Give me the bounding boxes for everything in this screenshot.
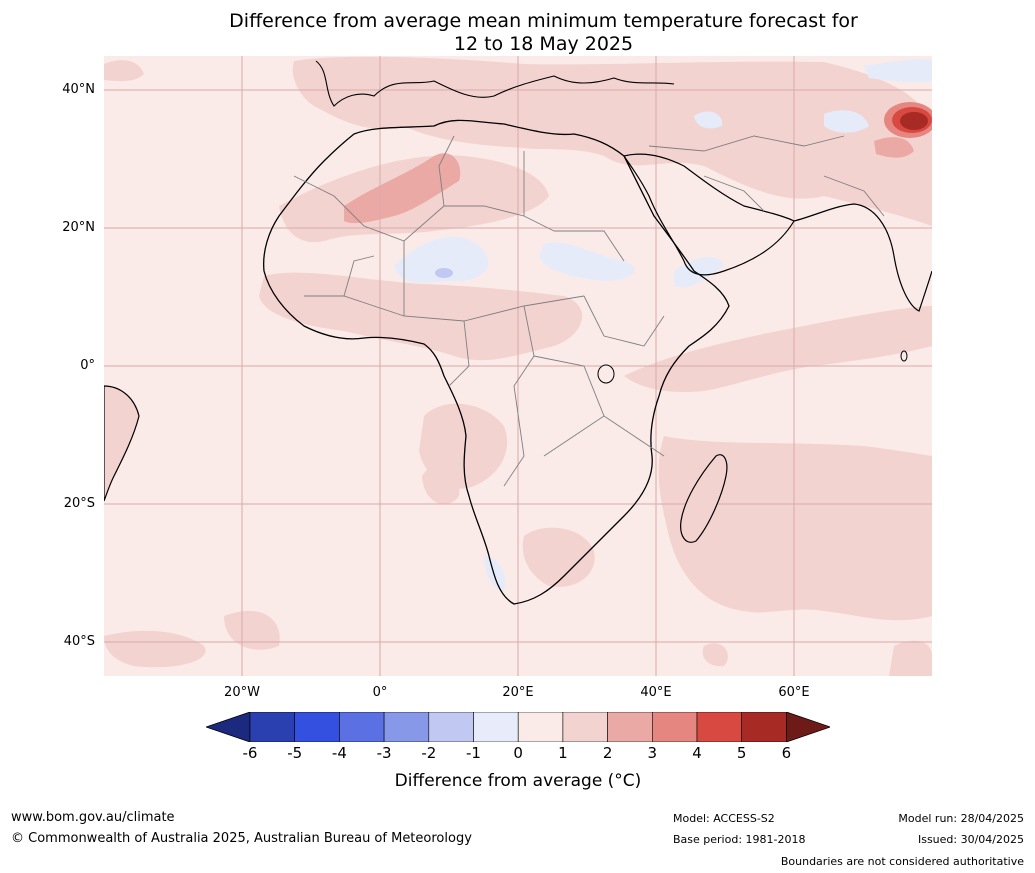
- model-text: Model: ACCESS-S2: [673, 812, 775, 825]
- south-america-coastline: [104, 385, 140, 502]
- colorbar-tick-label: 4: [692, 744, 702, 762]
- colorbar-tick-label: -5: [287, 744, 303, 762]
- colorbar-tick-label: 6: [781, 744, 792, 762]
- colorbar-cell: [383, 712, 430, 742]
- colorbar-cell: [339, 712, 385, 742]
- colorbar-cell: [428, 712, 474, 742]
- anomaly-2-3-regions: [344, 137, 914, 224]
- forecast-map: [104, 56, 932, 676]
- colorbar-cell: [696, 712, 743, 742]
- map-title: Difference from average mean minimum tem…: [0, 10, 1035, 56]
- colorbar-tick-label: -1: [466, 744, 481, 762]
- copyright-text: © Commonwealth of Australia 2025, Austra…: [11, 831, 472, 846]
- lon-label-20w: 20°W: [224, 685, 260, 700]
- colorbar-tick-label: -6: [242, 744, 258, 762]
- lat-label-0: 0°: [80, 358, 95, 373]
- base-period-text: Base period: 1981-2018: [673, 833, 806, 846]
- colorbar-cells: [206, 712, 830, 742]
- madagascar-coastline: [680, 454, 728, 543]
- lat-label-40s: 40°S: [63, 634, 95, 649]
- anomaly-cool-regions: [394, 59, 932, 591]
- colorbar-cell: [651, 712, 698, 742]
- colorbar-cell: [517, 712, 564, 742]
- graticule: [104, 56, 932, 676]
- colorbar-label: Difference from average (°C): [394, 771, 642, 791]
- lon-label-40e: 40°E: [640, 685, 672, 700]
- lat-label-40n: 40°N: [62, 82, 95, 97]
- lon-label-20e: 20°E: [502, 685, 534, 700]
- europe-coastline: [315, 60, 675, 107]
- colorbar-cell: [607, 712, 653, 742]
- colorbar-extend-high: [786, 712, 830, 742]
- title-line-1: Difference from average mean minimum tem…: [229, 10, 858, 32]
- title-line-2: 12 to 18 May 2025: [453, 33, 634, 55]
- disclaimer-text: Boundaries are not considered authoritat…: [780, 855, 1024, 868]
- lat-label-20n: 20°N: [62, 220, 95, 235]
- sri-lanka: [900, 350, 908, 362]
- issued-text: Issued: 30/04/2025: [917, 833, 1024, 846]
- lake-victoria: [597, 364, 615, 384]
- colorbar-extend-low: [206, 712, 251, 742]
- colorbar-tick-label: -2: [421, 744, 437, 762]
- anomaly-1-2-regions: [104, 56, 932, 676]
- cool-core: [435, 268, 453, 278]
- lon-label-0: 0°: [372, 685, 388, 700]
- asia-coastline: [793, 203, 932, 312]
- model-run-text: Model run: 28/04/2025: [898, 812, 1024, 825]
- colorbar-tick-label: -4: [331, 744, 347, 762]
- colorbar-tick-label: 2: [602, 744, 613, 762]
- colorbar-cell: [249, 712, 296, 742]
- colorbar-tick-label: 0: [513, 744, 523, 762]
- colorbar: [206, 712, 830, 742]
- arabia-coastline: [623, 153, 795, 276]
- africa-coastline: [263, 119, 730, 605]
- colorbar-tick-label: 3: [647, 744, 658, 762]
- colorbar-tick-label: 5: [736, 744, 747, 762]
- colorbar-cell: [294, 712, 340, 742]
- anomaly-hotspot: [884, 102, 932, 138]
- website-link[interactable]: www.bom.gov.au/climate: [11, 810, 175, 825]
- lat-label-20s: 20°S: [63, 496, 95, 511]
- colorbar-tick-label: -3: [376, 744, 392, 762]
- colorbar-cell: [741, 712, 787, 742]
- lon-label-60e: 60°E: [778, 685, 810, 700]
- colorbar-tick-label: 1: [558, 744, 568, 762]
- colorbar-cell: [473, 712, 519, 742]
- country-borders: [293, 135, 885, 487]
- colorbar-cell: [562, 712, 608, 742]
